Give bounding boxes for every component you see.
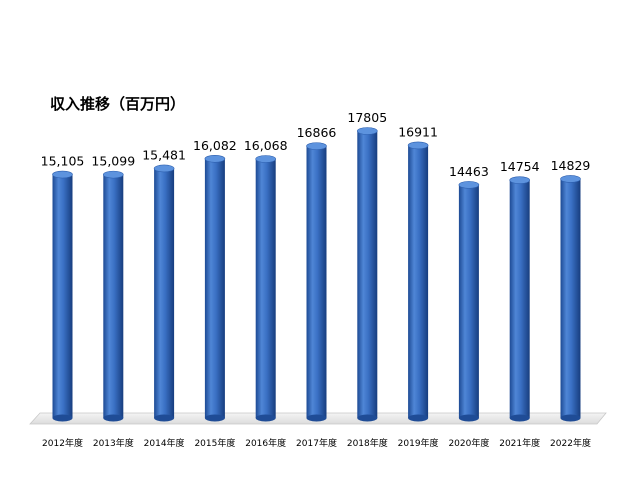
bar-base xyxy=(306,414,327,422)
data-label: 14463 xyxy=(449,164,489,179)
x-tick-label: 2016年度 xyxy=(245,437,286,449)
bar-cap xyxy=(306,142,327,150)
bar-2022年度 xyxy=(560,175,581,422)
bar-body xyxy=(408,145,429,418)
data-label: 16,082 xyxy=(193,138,237,153)
bar-body xyxy=(458,184,479,418)
bar-cap xyxy=(407,141,429,150)
bar-cap xyxy=(509,176,531,184)
bar-cap xyxy=(103,170,124,179)
bar-body xyxy=(255,158,276,418)
bar-2015年度 xyxy=(204,154,226,422)
data-label: 14754 xyxy=(500,159,540,174)
data-label: 15,105 xyxy=(41,154,85,169)
bar-2018年度 xyxy=(356,127,378,422)
x-tick-label: 2020年度 xyxy=(448,437,489,449)
bar-base xyxy=(509,414,530,422)
bar-cap xyxy=(255,155,277,163)
bar-cap xyxy=(52,170,73,179)
bar-2012年度 xyxy=(52,170,73,422)
bar-body xyxy=(204,158,225,419)
bar-2013年度 xyxy=(103,170,124,422)
bar-body xyxy=(103,174,124,418)
x-tick-label: 2021年度 xyxy=(499,437,540,449)
chart-title: 収入推移（百万円） xyxy=(50,95,186,113)
x-tick-label: 2017年度 xyxy=(296,437,337,449)
bar-2019年度 xyxy=(407,141,429,422)
x-tick-label: 2013年度 xyxy=(93,437,134,449)
bar-base xyxy=(408,414,429,422)
bar-cap xyxy=(560,175,581,183)
data-label: 16,068 xyxy=(244,138,288,153)
data-label: 15,099 xyxy=(91,154,135,169)
data-label: 16911 xyxy=(398,124,438,139)
bar-2016年度 xyxy=(255,155,277,422)
bar-base xyxy=(52,414,73,422)
data-label: 16866 xyxy=(297,125,337,140)
bar-base xyxy=(458,414,479,422)
x-tick-label: 2018年度 xyxy=(347,437,388,449)
bar-body xyxy=(357,131,378,418)
bar-cap xyxy=(153,164,175,173)
data-label: 14829 xyxy=(551,158,591,173)
bar-base xyxy=(560,414,581,422)
bar-2021年度 xyxy=(509,176,531,422)
bar-body xyxy=(52,174,73,418)
bar-base xyxy=(255,414,276,422)
bar-base xyxy=(103,414,124,422)
bar-body xyxy=(509,180,530,418)
bar-base xyxy=(154,414,175,422)
bar-2020年度 xyxy=(458,181,480,422)
bar-body xyxy=(154,168,175,418)
x-tick-label: 2022年度 xyxy=(550,437,591,449)
bar-cap xyxy=(204,154,226,163)
bar-cap xyxy=(356,127,378,135)
data-label: 17805 xyxy=(347,110,387,125)
bar-base xyxy=(204,414,225,422)
x-tick-label: 2019年度 xyxy=(398,437,439,449)
data-label: 15,481 xyxy=(142,147,186,162)
bar-2014年度 xyxy=(153,164,175,422)
x-tick-label: 2015年度 xyxy=(194,437,235,449)
bar-2017年度 xyxy=(306,142,327,422)
bar-base xyxy=(357,414,378,422)
x-tick-label: 2012年度 xyxy=(42,437,83,449)
x-tick-label: 2014年度 xyxy=(144,437,185,449)
bar-body xyxy=(306,146,327,418)
bar-cap xyxy=(458,181,480,189)
bar-body xyxy=(560,178,581,418)
